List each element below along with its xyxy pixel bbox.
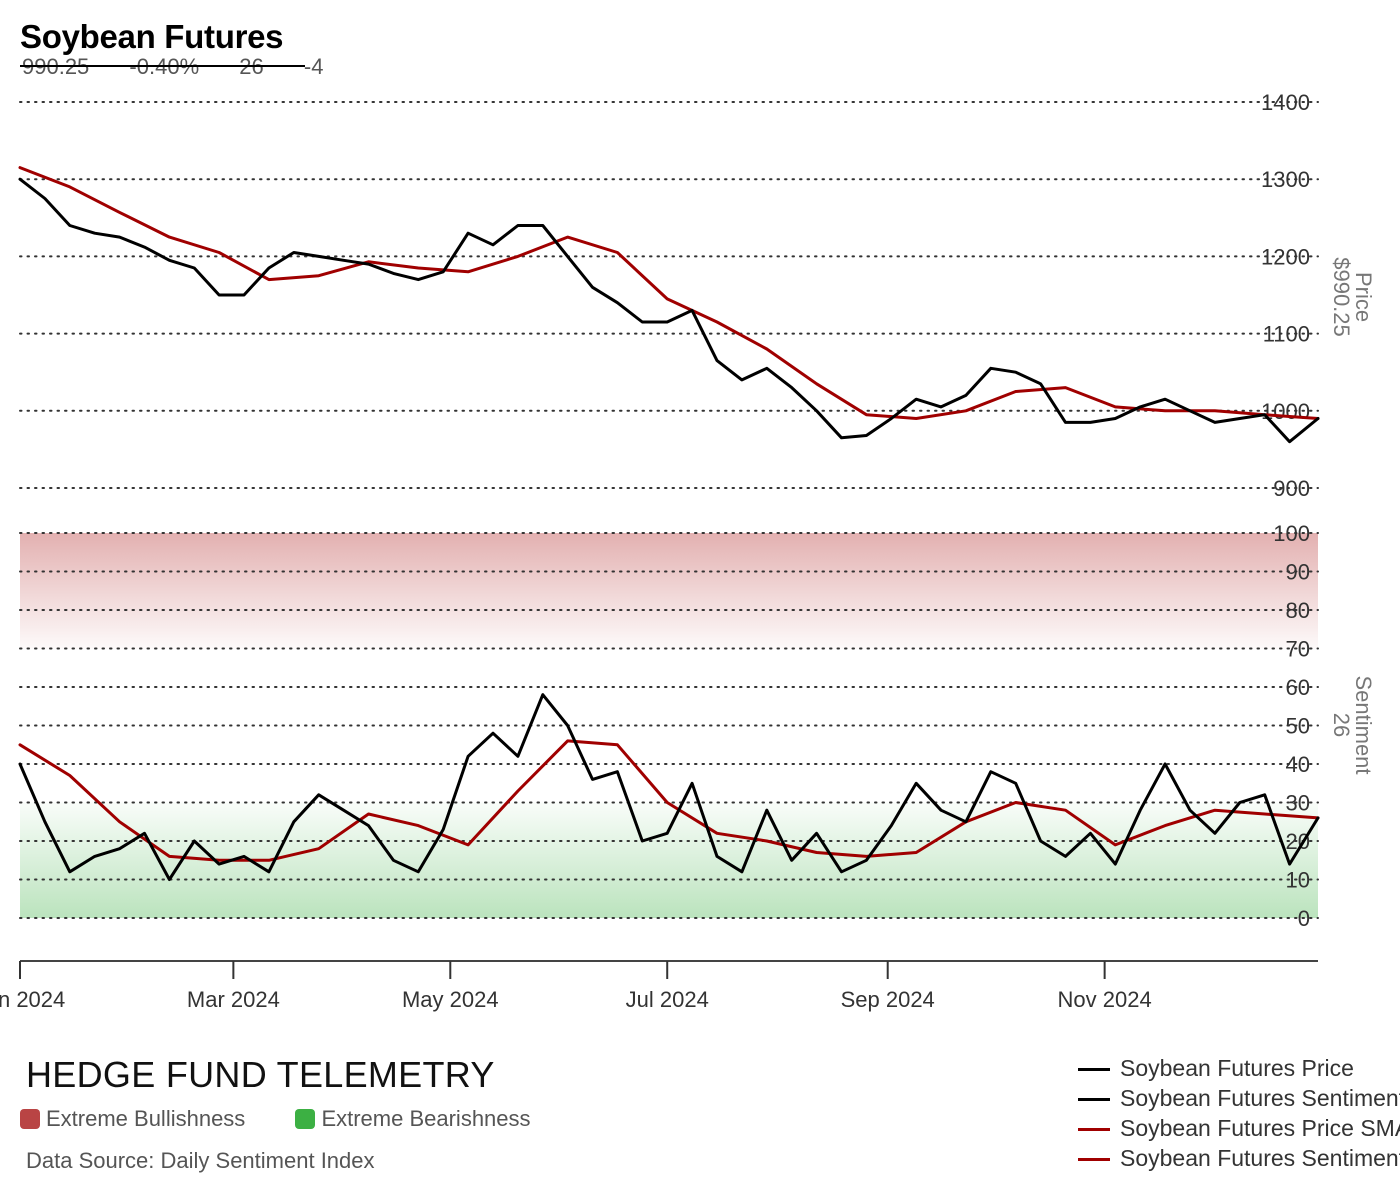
brand-name: HEDGE FUND TELEMETRY xyxy=(26,1054,495,1095)
legend-entry: Soybean Futures Price xyxy=(1078,1053,1400,1083)
sentiment-tick-label: 60 xyxy=(1286,675,1310,700)
price-line xyxy=(18,177,1320,444)
x-tick-label: May 2024 xyxy=(402,987,499,1012)
sentiment-tick-label: 10 xyxy=(1286,868,1310,893)
sentiment-tick-label: 30 xyxy=(1286,791,1310,816)
price-axis-title-line: Price xyxy=(1351,272,1376,322)
sentiment-tick-label: 50 xyxy=(1286,714,1310,739)
stats-strike-line xyxy=(20,65,305,67)
legend-bear: Extreme Bearishness xyxy=(295,1106,531,1132)
sentiment-line xyxy=(18,693,1320,881)
sentiment-change: -4 xyxy=(303,54,324,79)
price-tick-label: 900 xyxy=(1273,476,1310,501)
sentiment-axis-title-line: 26 xyxy=(1329,713,1354,737)
chart-svg: 9001000110012001300140001020304050607080… xyxy=(0,90,1376,1012)
x-tick-label: Sep 2024 xyxy=(841,987,935,1012)
sentiment-tick-label: 40 xyxy=(1286,752,1310,777)
sentiment-tick-label: 100 xyxy=(1273,521,1310,546)
sentiment-tick-label: 80 xyxy=(1286,598,1310,623)
price-axis-title: Price$990.25 xyxy=(1329,257,1376,337)
legend-line-swatch xyxy=(1078,1158,1110,1162)
zone-legend: Extreme Bullishness Extreme Bearishness xyxy=(20,1106,575,1132)
bear-swatch xyxy=(295,1109,316,1129)
series-legend: Soybean Futures Price Soybean Futures Sen… xyxy=(1078,1053,1400,1173)
legend-bull-label: Extreme Bullishness xyxy=(46,1106,246,1131)
sentiment-axis-title: Sentiment26 xyxy=(1329,675,1376,774)
legend-label: Soybean Futures Price xyxy=(1120,1055,1354,1081)
bull-zone-band xyxy=(20,533,1318,649)
legend-label: Soybean Futures Sentiment xyxy=(1120,1085,1400,1111)
legend-line-swatch xyxy=(1078,1098,1110,1102)
legend-bear-label: Extreme Bearishness xyxy=(321,1106,531,1131)
sentiment-tick-label: 70 xyxy=(1286,637,1310,662)
x-tick-label: Jul 2024 xyxy=(626,987,709,1012)
data-source: Data Source: Daily Sentiment Index xyxy=(26,1148,375,1173)
price-tick-label: 1400 xyxy=(1261,90,1310,115)
price-tick-label: 1100 xyxy=(1263,322,1310,347)
price-tick-label: 1200 xyxy=(1261,244,1310,269)
sentiment-axis-title-line: Sentiment xyxy=(1351,675,1376,774)
price-axis-title-line: $990.25 xyxy=(1329,257,1354,337)
price-sma-line xyxy=(18,166,1320,420)
x-tick-label: Jan 2024 xyxy=(0,987,65,1012)
legend-line-swatch xyxy=(1078,1068,1110,1072)
sentiment-tick-label: 0 xyxy=(1298,906,1310,931)
bull-swatch xyxy=(20,1109,40,1129)
legend-label: Soybean Futures Sentiment SMA xyxy=(1120,1145,1400,1171)
legend-bull: Extreme Bullishness xyxy=(20,1106,245,1132)
sentiment-tick-label: 90 xyxy=(1286,560,1310,585)
x-tick-label: Nov 2024 xyxy=(1058,987,1152,1012)
legend-entry: Soybean Futures Price SMA xyxy=(1078,1113,1400,1143)
x-tick-label: Mar 2024 xyxy=(187,987,280,1012)
price-tick-label: 1300 xyxy=(1261,167,1310,192)
legend-line-swatch xyxy=(1078,1128,1110,1132)
chart-title: Soybean Futures xyxy=(20,18,284,55)
legend-entry: Soybean Futures Sentiment SMA xyxy=(1078,1143,1400,1173)
legend-entry: Soybean Futures Sentiment xyxy=(1078,1083,1400,1113)
legend-label: Soybean Futures Price SMA xyxy=(1120,1115,1400,1141)
stats-line: 990.25 -0.40% 26 -4 xyxy=(22,54,357,80)
